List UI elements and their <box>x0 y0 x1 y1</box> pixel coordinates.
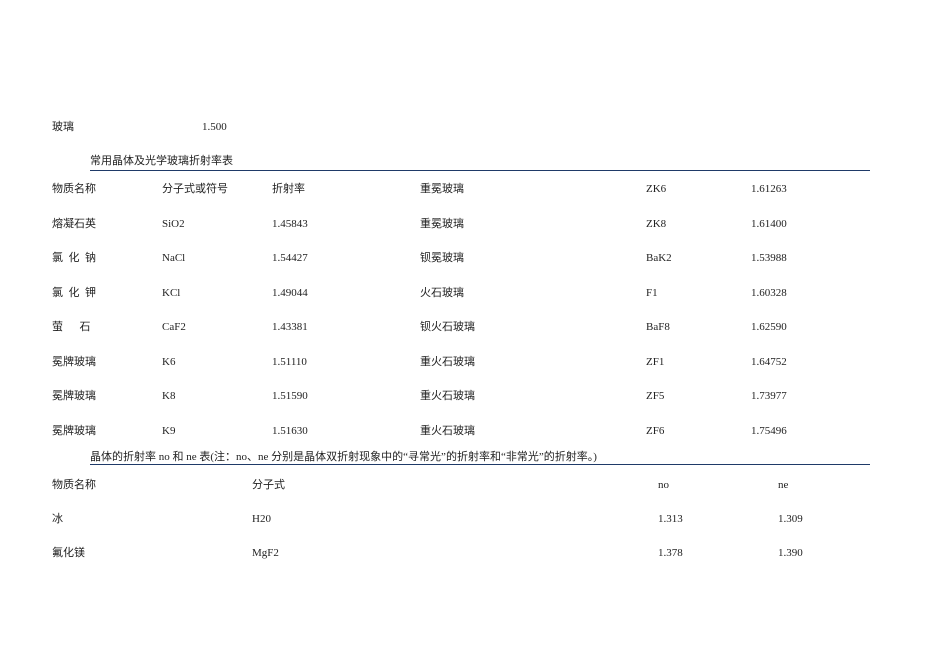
table-cell: ZK8 <box>646 218 667 230</box>
table-cell: 1.61400 <box>751 218 787 230</box>
table-cell: 折射率 <box>272 183 305 195</box>
table2-title: 晶体的折射率 no 和 ne 表(注：no、ne 分别是晶体双折射现象中的“寻常… <box>90 451 597 463</box>
table-cell: NaCl <box>162 252 186 264</box>
table1-title: 常用晶体及光学玻璃折射率表 <box>90 155 233 167</box>
table-cell: 分子式或符号 <box>162 183 228 195</box>
table-cell: ZK6 <box>646 183 667 195</box>
table-cell: 1.51110 <box>272 356 307 368</box>
top-line-value: 1.500 <box>202 121 227 133</box>
table-cell: 1.51630 <box>272 425 308 437</box>
table-cell: 重火石玻璃 <box>420 356 475 368</box>
table-cell: BaF8 <box>646 321 670 333</box>
table-cell: 1.378 <box>658 547 683 559</box>
table-cell: 冕牌玻璃 <box>52 356 96 368</box>
table2-rule <box>90 464 870 465</box>
table-cell: 1.51590 <box>272 390 308 402</box>
table-cell: 氟化镁 <box>52 547 85 559</box>
table-cell: KCl <box>162 287 181 299</box>
table-cell: 1.309 <box>778 513 803 525</box>
table-cell: MgF2 <box>252 547 279 559</box>
table-cell: K8 <box>162 390 176 402</box>
table-cell: 火石玻璃 <box>420 287 464 299</box>
top-line-name: 玻璃 <box>52 121 74 133</box>
table1-rule <box>90 170 870 171</box>
table-cell: F1 <box>646 287 658 299</box>
table-cell: 1.43381 <box>272 321 308 333</box>
table-cell: ZF5 <box>646 390 665 402</box>
table-cell: 冰 <box>52 513 63 525</box>
table-cell: SiO2 <box>162 218 185 230</box>
table-cell: 重火石玻璃 <box>420 425 475 437</box>
table-cell: 1.390 <box>778 547 803 559</box>
table-cell: 分子式 <box>252 479 285 491</box>
table-cell: K9 <box>162 425 176 437</box>
table-cell: 1.49044 <box>272 287 308 299</box>
table-cell: 1.45843 <box>272 218 308 230</box>
table-cell: 重冕玻璃 <box>420 183 464 195</box>
table-cell: BaK2 <box>646 252 672 264</box>
table-cell: no <box>658 479 669 491</box>
table-cell: 1.54427 <box>272 252 308 264</box>
table-cell: 熔凝石英 <box>52 218 96 230</box>
table-cell: 物质名称 <box>52 183 96 195</box>
table-cell: 1.64752 <box>751 356 787 368</box>
table-cell: 萤 石 <box>52 321 91 333</box>
table-cell: 冕牌玻璃 <box>52 425 96 437</box>
table-cell: 钡火石玻璃 <box>420 321 475 333</box>
table-cell: ne <box>778 479 789 491</box>
table-cell: ZF6 <box>646 425 665 437</box>
table-cell: 1.60328 <box>751 287 787 299</box>
table-cell: 氯 化 钾 <box>52 287 96 299</box>
table-cell: 物质名称 <box>52 479 96 491</box>
table-cell: K6 <box>162 356 176 368</box>
table-cell: 氯 化 钠 <box>52 252 96 264</box>
table-cell: 1.73977 <box>751 390 787 402</box>
table-cell: 1.75496 <box>751 425 787 437</box>
table-cell: ZF1 <box>646 356 665 368</box>
table-cell: 1.313 <box>658 513 683 525</box>
table-cell: 钡冕玻璃 <box>420 252 464 264</box>
table-cell: 重火石玻璃 <box>420 390 475 402</box>
table-cell: 1.53988 <box>751 252 787 264</box>
table-cell: 重冕玻璃 <box>420 218 464 230</box>
table-cell: 1.62590 <box>751 321 787 333</box>
table-cell: CaF2 <box>162 321 186 333</box>
table-cell: 冕牌玻璃 <box>52 390 96 402</box>
table-cell: 1.61263 <box>751 183 787 195</box>
table-cell: H20 <box>252 513 271 525</box>
